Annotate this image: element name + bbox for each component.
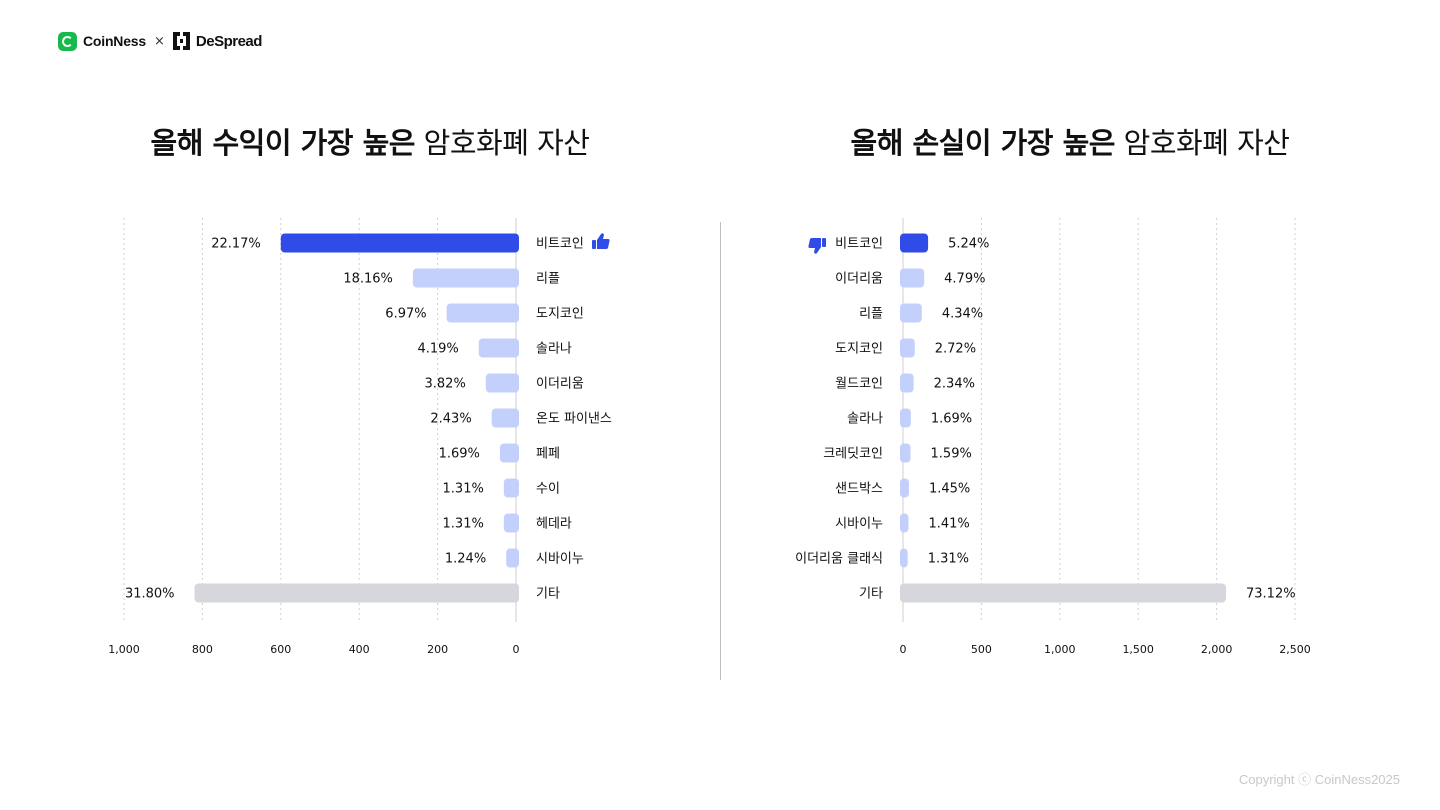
bar (280, 233, 519, 253)
bar (900, 268, 925, 288)
bar (900, 513, 909, 533)
title-light: 암호화폐 자산 (1123, 126, 1290, 160)
bar (900, 548, 908, 568)
data-label: 1.59% (931, 447, 972, 462)
bar (499, 443, 519, 463)
title-light: 암호화폐 자산 (423, 126, 590, 160)
category-label: 리플 (859, 307, 883, 322)
category-label: 이더리움 클래식 (795, 552, 883, 567)
bar (900, 338, 915, 358)
data-label: 18.16% (343, 272, 393, 287)
data-label: 22.17% (211, 237, 261, 252)
bar (900, 233, 929, 253)
chart-title-gains: 올해 수익이 가장 높은 암호화폐 자산 (0, 120, 740, 162)
bar (503, 478, 519, 498)
data-label: 1.41% (928, 517, 969, 532)
thumbs-up-icon (592, 233, 610, 249)
data-label: 31.80% (125, 587, 175, 602)
data-label: 1.31% (928, 552, 969, 567)
bar (446, 303, 519, 323)
header-logos: CoinNess × DeSpread (58, 31, 262, 51)
bar (900, 478, 909, 498)
x-tick-label: 600 (270, 643, 291, 656)
data-label: 3.82% (425, 377, 466, 392)
x-tick-label: 400 (349, 643, 370, 656)
x-tick-label: 1,500 (1122, 643, 1154, 656)
data-label: 4.34% (942, 307, 983, 322)
category-label: 비트코인 (536, 237, 584, 252)
data-label: 1.45% (929, 482, 970, 497)
data-label: 6.97% (385, 307, 426, 322)
x-tick-label: 2,000 (1201, 643, 1233, 656)
data-label: 2.43% (430, 412, 471, 427)
category-label: 솔라나 (536, 342, 572, 357)
category-label: 비트코인 (835, 237, 883, 252)
title-bold: 올해 수익이 가장 높은 (150, 126, 416, 160)
bar (491, 408, 519, 428)
category-label: 기타 (859, 587, 883, 602)
x-tick-label: 0 (900, 643, 907, 656)
category-label: 샌드박스 (835, 482, 883, 497)
bar (900, 303, 922, 323)
despread-logo-icon (172, 32, 190, 50)
category-label: 페페 (536, 447, 560, 462)
copyright-text: Copyright ⓒ CoinNess2025 (1238, 772, 1400, 787)
bar (478, 338, 519, 358)
chart-title-losses: 올해 손실이 가장 높은 암호화폐 자산 (700, 120, 1440, 162)
category-label: 시바이누 (536, 552, 584, 567)
x-tick-label: 0 (513, 643, 520, 656)
category-label: 수이 (536, 482, 560, 497)
category-label: 시바이누 (835, 517, 883, 532)
data-label: 4.79% (944, 272, 985, 287)
data-label: 1.31% (443, 517, 484, 532)
category-label: 도지코인 (536, 307, 584, 322)
thumbs-down-icon (808, 238, 826, 254)
title-bold: 올해 손실이 가장 높은 (850, 126, 1116, 160)
brand-separator: × (153, 33, 165, 49)
x-tick-label: 500 (971, 643, 992, 656)
x-tick-label: 200 (427, 643, 448, 656)
data-label: 1.69% (439, 447, 480, 462)
category-label: 크레딧코인 (823, 447, 883, 462)
category-label: 기타 (536, 587, 560, 602)
x-tick-label: 1,000 (1044, 643, 1076, 656)
x-tick-label: 800 (192, 643, 213, 656)
category-label: 월드코인 (835, 377, 883, 392)
x-tick-label: 2,500 (1279, 643, 1311, 656)
bar (194, 583, 519, 603)
data-label: 2.72% (935, 342, 976, 357)
category-label: 온도 파이낸스 (536, 412, 612, 427)
data-label: 1.24% (445, 552, 486, 567)
coinness-logo-icon (58, 31, 77, 51)
brand-coinness: CoinNess (83, 33, 146, 49)
data-label: 1.31% (443, 482, 484, 497)
bar (412, 268, 519, 288)
bar (485, 373, 519, 393)
category-label: 이더리움 (835, 272, 883, 287)
bar (503, 513, 519, 533)
category-label: 이더리움 (536, 377, 584, 392)
data-label: 4.19% (417, 342, 458, 357)
category-label: 헤데라 (536, 517, 572, 532)
brand-despread: DeSpread (195, 32, 263, 50)
bar (900, 373, 914, 393)
category-label: 도지코인 (835, 342, 883, 357)
data-label: 1.69% (931, 412, 972, 427)
data-label: 2.34% (934, 377, 975, 392)
x-tick-label: 1,000 (108, 643, 140, 656)
data-label: 5.24% (948, 237, 989, 252)
bar (900, 408, 911, 428)
bar (900, 443, 911, 463)
bar (506, 548, 519, 568)
category-label: 리플 (536, 272, 560, 287)
category-label: 솔라나 (847, 412, 883, 427)
center-divider (720, 222, 721, 680)
data-label: 73.12% (1246, 587, 1296, 602)
bar (900, 583, 1227, 603)
